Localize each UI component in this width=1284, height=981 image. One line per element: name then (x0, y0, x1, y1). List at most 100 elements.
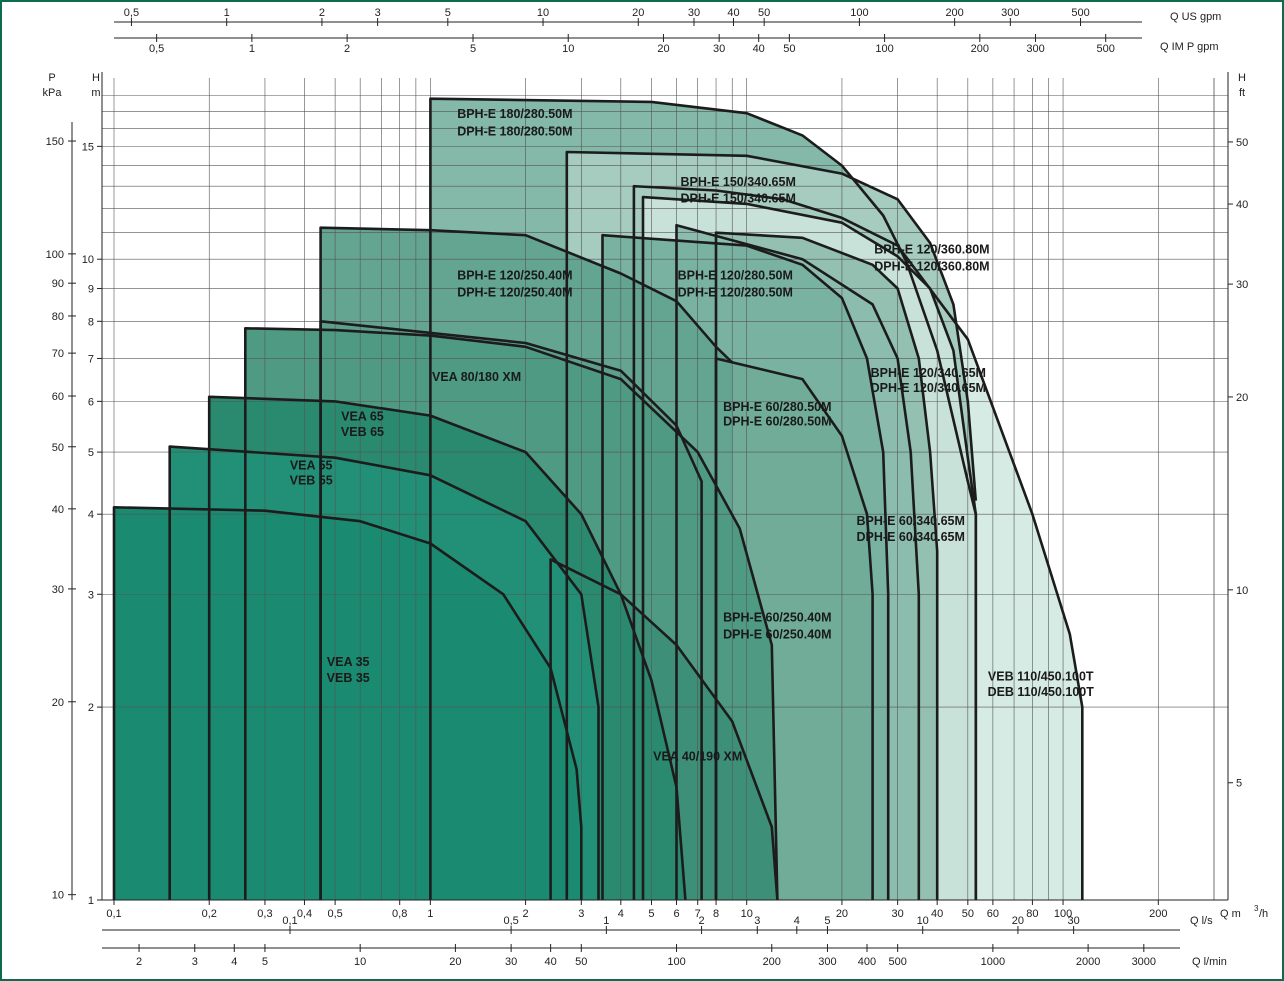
series-outlines (112, 97, 1084, 901)
imp-tick-label: 200 (971, 43, 989, 55)
y-tick-label: 8 (88, 316, 94, 328)
lmin-tick-label: 3000 (1132, 956, 1156, 968)
series-curve-5 (675, 223, 921, 900)
x-tick-label: 0,8 (392, 908, 407, 920)
us-tick-label: 5 (445, 7, 451, 19)
ls-tick-label: 0,5 (503, 915, 518, 927)
ls-tick-label: 3 (754, 915, 760, 927)
y-tick-label: 3 (88, 589, 94, 601)
lmin-tick-label: 20 (449, 956, 461, 968)
series-label: DPH-E 60/280.50M (723, 415, 831, 429)
y-tick-label: 10 (82, 254, 94, 266)
imp-tick-label: 0,5 (149, 43, 164, 55)
us-tick-label: 2 (319, 7, 325, 19)
y-tick-label: 4 (88, 509, 94, 521)
series-label: DPH-E 180/280.50M (457, 124, 572, 138)
y-tick-label: 1 (88, 895, 94, 907)
lmin-tick-label: 1000 (981, 956, 1005, 968)
series-label: VEB 55 (290, 474, 333, 488)
series-curve-14 (112, 506, 583, 900)
series-curve-11 (549, 558, 779, 901)
x-tick-label: 0,1 (106, 908, 121, 920)
us-tick-label: 200 (945, 7, 963, 19)
us-tick-label: 10 (537, 7, 549, 19)
ft-tick-label: 10 (1236, 585, 1248, 597)
series-label: DPH-E 150/340.65M (681, 192, 796, 206)
x-tick-label: 1 (427, 908, 433, 920)
us-tick-label: 30 (688, 7, 700, 19)
us-tick-label: 500 (1071, 7, 1089, 19)
series-curve-2 (565, 150, 978, 900)
series-label: VEB 35 (327, 671, 370, 685)
imp-tick-label: 100 (875, 43, 893, 55)
lmin-tick-label: 30 (505, 956, 517, 968)
ft-tick-label: 30 (1236, 279, 1248, 291)
p-axis-unit: kPa (43, 87, 63, 99)
us-tick-label: 40 (727, 7, 739, 19)
y-axis-label-h: H (92, 72, 100, 84)
x-tick-label: 8 (713, 908, 719, 920)
imp-tick-label: 1 (249, 43, 255, 55)
lmin-tick-label: 5 (262, 956, 268, 968)
y-tick-label: 5 (88, 447, 94, 459)
series-label: DPH-E 120/340.65M (871, 381, 986, 395)
series-curve-8 (319, 226, 734, 900)
x-tick-label: 20 (836, 908, 848, 920)
lmin-tick-label: 40 (545, 956, 557, 968)
lmin-tick-label: 2000 (1076, 956, 1100, 968)
x-tick-label: 2 (523, 908, 529, 920)
imp-tick-label: 10 (562, 43, 574, 55)
imp-tick-label: 2 (344, 43, 350, 55)
p-tick-label: 60 (52, 391, 64, 403)
x-tick-label: 40 (931, 908, 943, 920)
ls-tick-label: 2 (699, 915, 705, 927)
us-axis-label: Q US gpm (1170, 11, 1221, 23)
x-tick-label: 4 (618, 908, 624, 920)
x-tick-label: 0,3 (257, 908, 272, 920)
us-tick-label: 0,5 (124, 7, 139, 19)
series-label: VEA 55 (290, 458, 333, 472)
imp-axis-label: Q IM P gpm (1160, 41, 1218, 53)
series-label: BPH-E 120/280.50M (678, 268, 793, 282)
lmin-tick-label: 50 (575, 956, 587, 968)
x-tick-label: 0,5 (327, 908, 342, 920)
ls-tick-label: 5 (824, 915, 830, 927)
series-label: DPH-E 120/250.40M (457, 285, 572, 299)
series-label: BPH-E 120/340.65M (871, 366, 986, 380)
y-tick-label: 6 (88, 396, 94, 408)
x-tick-label: 7 (695, 908, 701, 920)
imp-tick-label: 40 (753, 43, 765, 55)
lmin-tick-label: 200 (763, 956, 781, 968)
imp-tick-label: 300 (1026, 43, 1044, 55)
us-tick-label: 1 (224, 7, 230, 19)
us-tick-label: 3 (375, 7, 381, 19)
ls-tick-label: 0,1 (282, 915, 297, 927)
ls-tick-label: 10 (917, 915, 929, 927)
ft-axis-unit: ft (1239, 87, 1245, 99)
series-label: VEA 80/180 XM (432, 370, 521, 384)
series-label: BPH-E 60/280.50M (723, 400, 831, 414)
p-tick-label: 150 (46, 136, 64, 148)
us-tick-label: 50 (758, 7, 770, 19)
imp-tick-label: 50 (783, 43, 795, 55)
imp-tick-label: 500 (1097, 43, 1115, 55)
x-tick-label: 100 (1054, 908, 1072, 920)
series-label: DPH-E 120/360.80M (874, 260, 989, 274)
series-label: VEB 110/450.100T (988, 670, 1094, 684)
series-curve-9 (319, 320, 703, 900)
series-curve-3 (641, 195, 978, 900)
x-tick-label: 5 (648, 908, 654, 920)
series-label: VEA 65 (341, 410, 384, 424)
ls-tick-label: 30 (1068, 915, 1080, 927)
p-tick-label: 100 (46, 249, 64, 261)
lmin-tick-label: 400 (858, 956, 876, 968)
lmin-tick-label: 3 (192, 956, 198, 968)
ls-tick-label: 20 (1012, 915, 1024, 927)
series-curve-12 (207, 395, 687, 901)
y-axis-unit: m (91, 87, 100, 99)
p-tick-label: 50 (52, 442, 64, 454)
series-areas (114, 98, 1083, 901)
x-axis-unit-exp: 3 (1254, 904, 1259, 913)
lmin-tick-label: 4 (231, 956, 237, 968)
